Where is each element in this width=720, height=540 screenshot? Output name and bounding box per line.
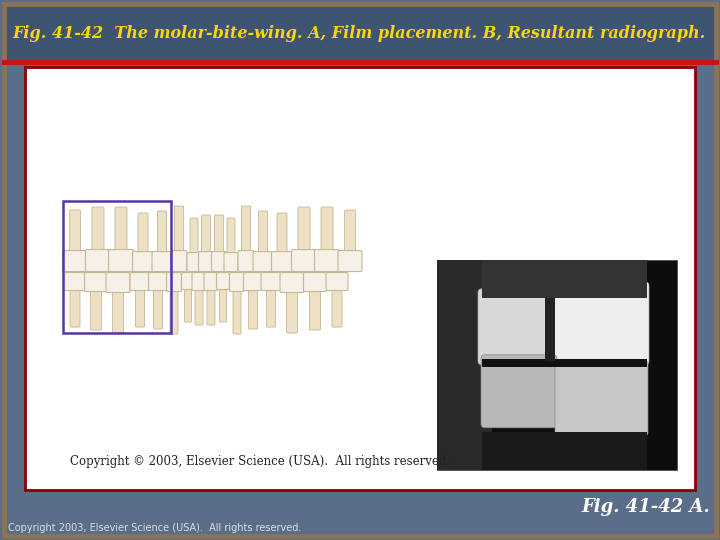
FancyBboxPatch shape bbox=[109, 249, 133, 272]
FancyBboxPatch shape bbox=[184, 286, 192, 322]
FancyBboxPatch shape bbox=[551, 282, 649, 365]
FancyBboxPatch shape bbox=[152, 252, 172, 272]
FancyBboxPatch shape bbox=[230, 273, 245, 292]
FancyBboxPatch shape bbox=[233, 288, 241, 334]
FancyBboxPatch shape bbox=[187, 253, 201, 272]
FancyBboxPatch shape bbox=[63, 251, 88, 272]
FancyBboxPatch shape bbox=[132, 252, 153, 272]
FancyBboxPatch shape bbox=[166, 273, 181, 292]
FancyBboxPatch shape bbox=[481, 355, 557, 428]
FancyBboxPatch shape bbox=[130, 273, 150, 291]
FancyBboxPatch shape bbox=[277, 213, 287, 255]
FancyBboxPatch shape bbox=[92, 207, 104, 253]
FancyBboxPatch shape bbox=[344, 210, 356, 254]
FancyBboxPatch shape bbox=[292, 249, 317, 272]
Bar bbox=[437, 260, 492, 470]
FancyBboxPatch shape bbox=[192, 273, 206, 291]
FancyBboxPatch shape bbox=[224, 253, 238, 272]
FancyBboxPatch shape bbox=[253, 252, 273, 272]
FancyBboxPatch shape bbox=[227, 218, 235, 256]
FancyBboxPatch shape bbox=[204, 273, 218, 291]
FancyBboxPatch shape bbox=[115, 207, 127, 253]
FancyBboxPatch shape bbox=[215, 215, 223, 255]
FancyBboxPatch shape bbox=[241, 206, 251, 254]
Bar bbox=[482, 432, 647, 470]
FancyBboxPatch shape bbox=[217, 273, 230, 289]
Bar bbox=[25, 67, 695, 490]
Bar bbox=[545, 291, 555, 361]
Bar bbox=[63, 201, 171, 333]
FancyBboxPatch shape bbox=[199, 252, 214, 272]
FancyBboxPatch shape bbox=[220, 286, 227, 322]
FancyBboxPatch shape bbox=[248, 287, 258, 329]
FancyBboxPatch shape bbox=[86, 249, 110, 272]
Bar bbox=[482, 359, 647, 367]
Bar bbox=[482, 260, 647, 298]
FancyBboxPatch shape bbox=[298, 207, 310, 253]
FancyBboxPatch shape bbox=[332, 287, 342, 327]
FancyBboxPatch shape bbox=[112, 289, 124, 333]
FancyBboxPatch shape bbox=[207, 287, 215, 325]
FancyBboxPatch shape bbox=[91, 288, 102, 330]
FancyBboxPatch shape bbox=[310, 288, 320, 330]
FancyBboxPatch shape bbox=[315, 249, 340, 272]
FancyBboxPatch shape bbox=[202, 215, 210, 255]
FancyBboxPatch shape bbox=[338, 251, 362, 272]
FancyBboxPatch shape bbox=[70, 210, 81, 254]
FancyBboxPatch shape bbox=[238, 251, 254, 272]
FancyBboxPatch shape bbox=[304, 273, 326, 292]
Text: Copyright © 2003, Elsevier Science (USA).  All rights reserved.: Copyright © 2003, Elsevier Science (USA)… bbox=[70, 456, 450, 469]
FancyBboxPatch shape bbox=[84, 273, 107, 292]
FancyBboxPatch shape bbox=[63, 273, 86, 291]
Bar bbox=[437, 260, 677, 470]
FancyBboxPatch shape bbox=[266, 287, 276, 327]
FancyBboxPatch shape bbox=[212, 252, 227, 272]
FancyBboxPatch shape bbox=[321, 207, 333, 253]
FancyBboxPatch shape bbox=[158, 211, 166, 255]
FancyBboxPatch shape bbox=[70, 287, 80, 327]
FancyBboxPatch shape bbox=[170, 288, 178, 334]
FancyBboxPatch shape bbox=[478, 289, 551, 365]
FancyBboxPatch shape bbox=[271, 252, 292, 272]
Text: Fig. 41-42 A.: Fig. 41-42 A. bbox=[581, 498, 710, 516]
FancyBboxPatch shape bbox=[148, 273, 168, 291]
FancyBboxPatch shape bbox=[287, 289, 297, 333]
FancyBboxPatch shape bbox=[195, 287, 203, 325]
FancyBboxPatch shape bbox=[280, 273, 304, 293]
FancyBboxPatch shape bbox=[261, 273, 281, 291]
FancyBboxPatch shape bbox=[135, 287, 145, 327]
FancyBboxPatch shape bbox=[190, 218, 198, 256]
FancyBboxPatch shape bbox=[181, 273, 194, 289]
FancyBboxPatch shape bbox=[106, 273, 130, 293]
FancyBboxPatch shape bbox=[171, 251, 187, 272]
FancyBboxPatch shape bbox=[326, 273, 348, 291]
FancyBboxPatch shape bbox=[258, 211, 268, 255]
FancyBboxPatch shape bbox=[174, 206, 184, 254]
Text: Copyright 2003, Elsevier Science (USA).  All rights reserved.: Copyright 2003, Elsevier Science (USA). … bbox=[8, 523, 302, 533]
Bar bbox=[4, 4, 716, 62]
FancyBboxPatch shape bbox=[153, 287, 163, 329]
FancyBboxPatch shape bbox=[555, 360, 648, 436]
Text: Fig. 41-42  The molar-bite-wing. A, Film placement. B, Resultant radiograph.: Fig. 41-42 The molar-bite-wing. A, Film … bbox=[12, 24, 706, 42]
FancyBboxPatch shape bbox=[243, 273, 263, 291]
FancyBboxPatch shape bbox=[138, 213, 148, 255]
